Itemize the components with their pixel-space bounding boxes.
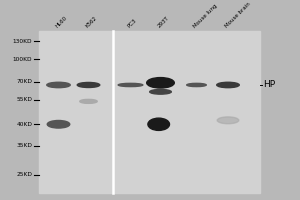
Text: 25KD: 25KD — [16, 172, 32, 177]
Text: PC3: PC3 — [127, 18, 138, 29]
Ellipse shape — [217, 117, 239, 124]
Text: 100KD: 100KD — [13, 57, 32, 62]
Ellipse shape — [150, 89, 171, 94]
Text: 40KD: 40KD — [16, 122, 32, 127]
Text: K562: K562 — [85, 15, 98, 29]
Text: HP: HP — [263, 80, 275, 89]
Bar — [39, 31, 260, 193]
Ellipse shape — [77, 82, 100, 87]
Ellipse shape — [47, 120, 70, 128]
Text: 293T: 293T — [157, 15, 170, 29]
Text: 70KD: 70KD — [16, 79, 32, 84]
Text: HL60: HL60 — [55, 15, 68, 29]
Text: 35KD: 35KD — [16, 143, 32, 148]
Ellipse shape — [217, 82, 239, 88]
Ellipse shape — [147, 78, 174, 88]
Text: Mouse lung: Mouse lung — [193, 3, 219, 29]
Text: 130KD: 130KD — [13, 39, 32, 44]
Text: Mouse brain: Mouse brain — [224, 1, 252, 29]
Ellipse shape — [47, 82, 70, 88]
Ellipse shape — [80, 99, 97, 103]
Text: 55KD: 55KD — [16, 97, 32, 102]
Ellipse shape — [118, 83, 143, 87]
Ellipse shape — [148, 118, 170, 130]
Ellipse shape — [187, 83, 206, 87]
